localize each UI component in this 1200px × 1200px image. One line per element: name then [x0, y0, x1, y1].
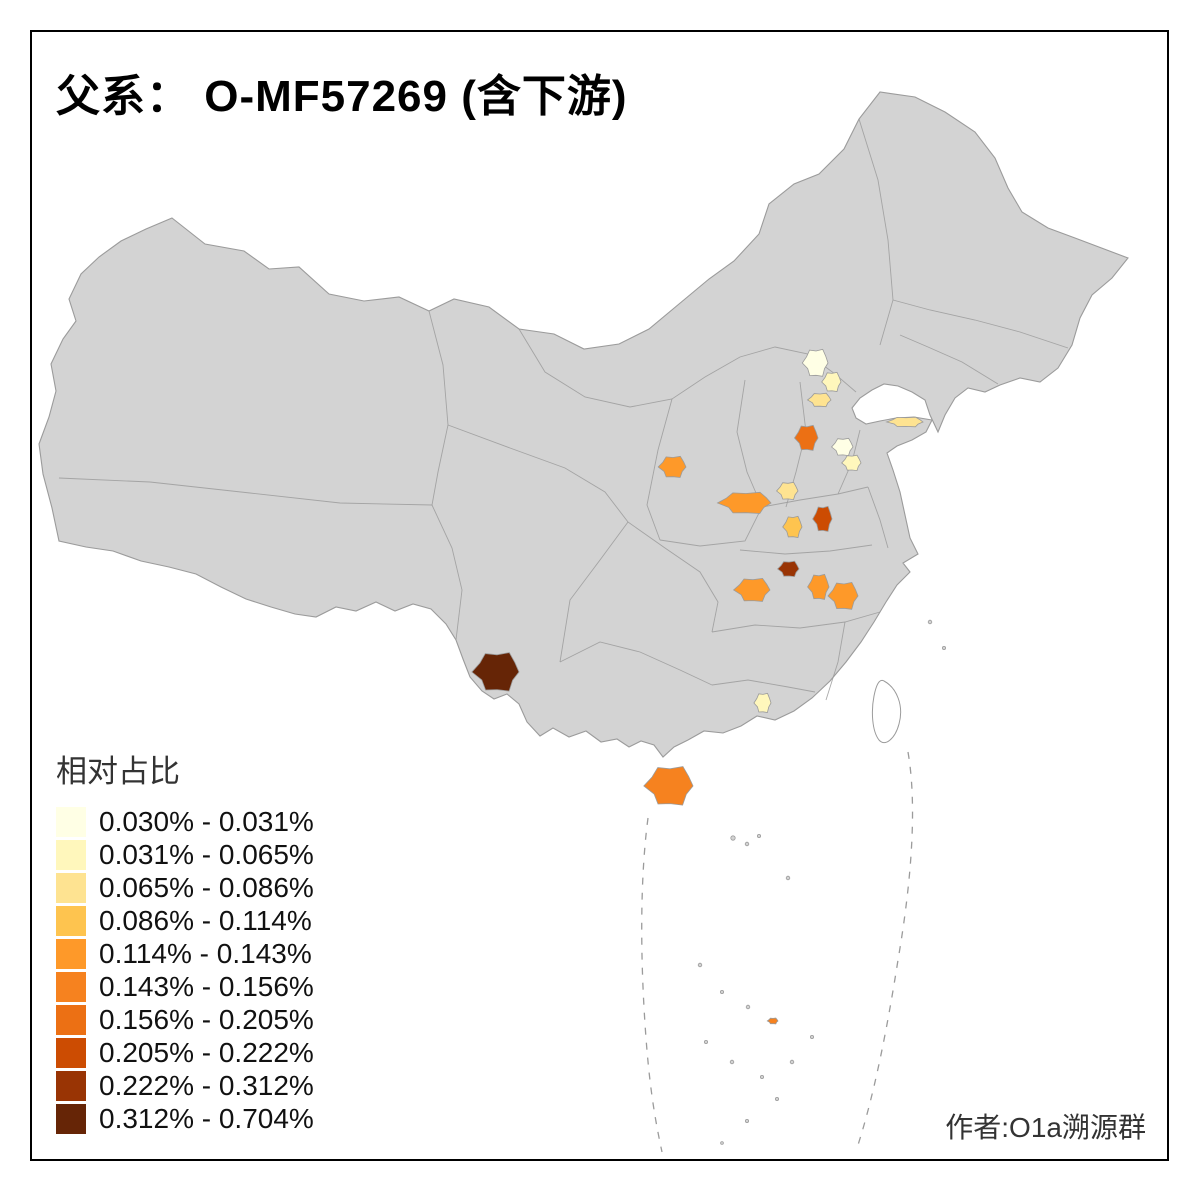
highlighted-region — [471, 652, 520, 692]
legend-swatch — [56, 806, 86, 837]
highlighted-region — [732, 577, 771, 602]
legend-item: 0.114% - 0.143% — [56, 937, 314, 970]
legend-swatch — [56, 1103, 86, 1134]
highlighted-region — [776, 560, 800, 578]
legend-swatch — [56, 938, 86, 969]
legend-swatch — [56, 839, 86, 870]
sea-dashed-boundary — [641, 751, 914, 1153]
highlighted-region — [801, 348, 829, 377]
legend-item: 0.030% - 0.031% — [56, 805, 314, 838]
legend-swatch — [56, 1004, 86, 1035]
legend-item: 0.143% - 0.156% — [56, 970, 314, 1003]
legend-swatch — [56, 1037, 86, 1068]
legend-swatch — [56, 971, 86, 1002]
highlighted-region — [753, 692, 772, 713]
legend-label: 0.143% - 0.156% — [99, 971, 314, 1002]
islets — [697, 619, 947, 1145]
highlighted-region — [643, 766, 694, 806]
legend-item: 0.205% - 0.222% — [56, 1036, 314, 1069]
mainland — [38, 91, 1129, 758]
mainland-outline — [38, 91, 1129, 758]
legend-label: 0.065% - 0.086% — [99, 872, 314, 903]
highlighted-region — [806, 392, 832, 408]
legend-label: 0.114% - 0.143% — [99, 938, 312, 969]
highlighted-region — [782, 515, 803, 538]
legend-item: 0.222% - 0.312% — [56, 1069, 314, 1102]
legend-items: 0.030% - 0.031% 0.031% - 0.065% 0.065% - 0… — [56, 805, 314, 1135]
highlighted-region — [807, 573, 830, 600]
legend-label: 0.156% - 0.205% — [99, 1004, 314, 1035]
legend-item: 0.031% - 0.065% — [56, 838, 314, 871]
legend-label: 0.030% - 0.031% — [99, 806, 314, 837]
highlighted-region — [766, 1017, 779, 1025]
highlighted-regions — [471, 348, 924, 1025]
highlighted-region — [776, 481, 799, 501]
highlighted-region — [657, 455, 687, 478]
highlighted-region — [793, 424, 819, 451]
legend-item: 0.156% - 0.205% — [56, 1003, 314, 1036]
highlighted-region — [716, 491, 772, 514]
attribution: 作者:O1a溯源群 — [945, 1112, 1146, 1143]
legend-title: 相对占比 — [56, 754, 180, 789]
legend-swatch — [56, 872, 86, 903]
highlighted-region — [821, 371, 842, 392]
legend-label: 0.086% - 0.114% — [99, 905, 312, 936]
taiwan-island — [871, 679, 902, 744]
legend-item: 0.312% - 0.704% — [56, 1102, 314, 1135]
legend-label: 0.205% - 0.222% — [99, 1037, 314, 1068]
highlighted-region — [885, 416, 924, 428]
legend-swatch — [56, 905, 86, 936]
highlighted-region — [812, 505, 833, 532]
legend-label: 0.222% - 0.312% — [99, 1070, 314, 1101]
legend-label: 0.312% - 0.704% — [99, 1103, 314, 1134]
page-title: 父系： O-MF57269 (含下游) — [56, 72, 628, 121]
highlighted-region — [827, 581, 859, 610]
legend-label: 0.031% - 0.065% — [99, 839, 314, 870]
legend-item: 0.065% - 0.086% — [56, 871, 314, 904]
highlighted-region — [841, 454, 862, 472]
legend-swatch — [56, 1070, 86, 1101]
legend: 相对占比 0.030% - 0.031% 0.031% - 0.065% 0.065… — [56, 746, 314, 1135]
legend-item: 0.086% - 0.114% — [56, 904, 314, 937]
